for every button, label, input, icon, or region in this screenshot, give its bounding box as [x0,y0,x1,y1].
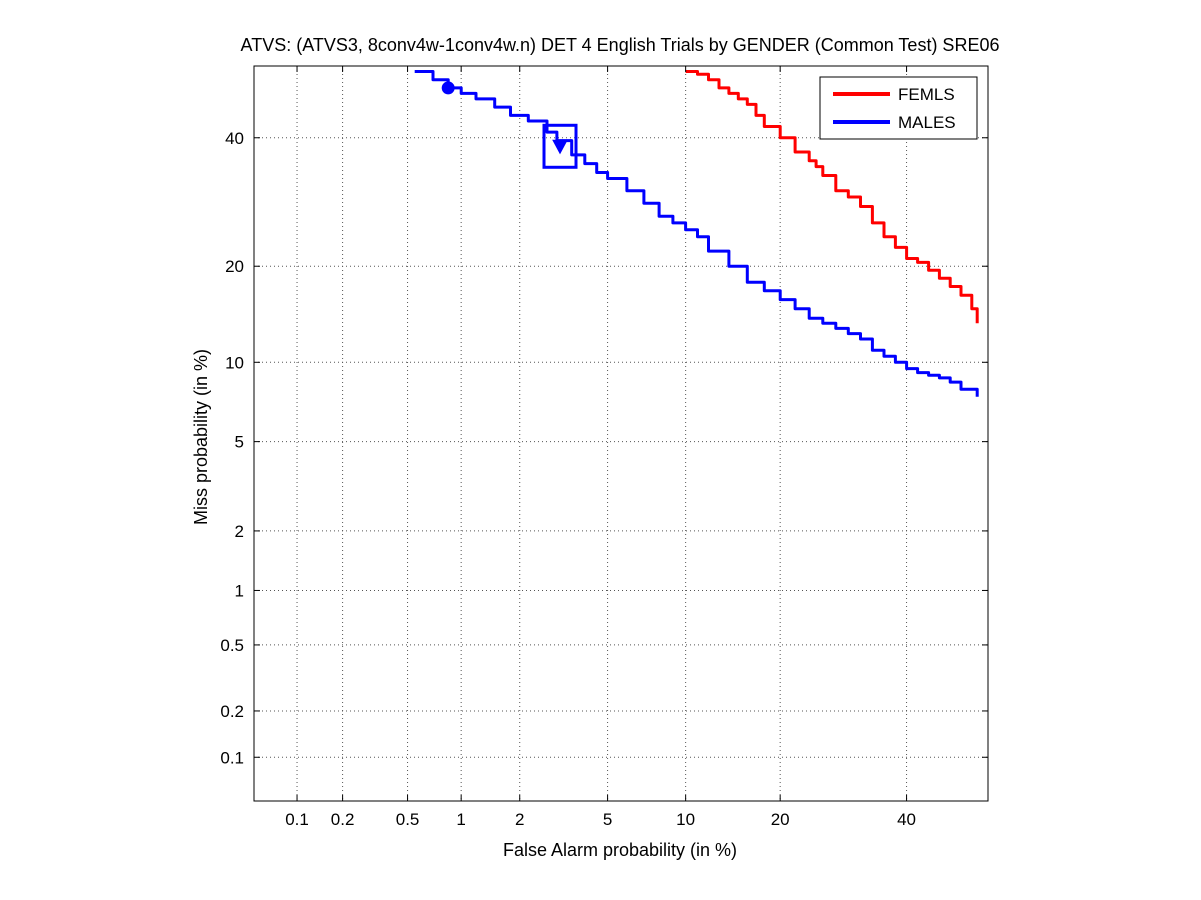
x-tick-label: 0.1 [285,810,309,829]
series-line-femls [685,70,979,324]
marker-circle [441,81,455,95]
y-tick-label: 0.5 [220,636,244,655]
x-tick-label: 1 [456,810,465,829]
marker-triangle [552,139,568,155]
chart-title: ATVS: (ATVS3, 8conv4w-1conv4w.n) DET 4 E… [241,35,1000,55]
y-tick-label: 10 [225,353,244,372]
x-tick-label: 20 [771,810,790,829]
grid [254,66,988,801]
x-tick-label: 40 [897,810,916,829]
plot-frame [253,65,989,802]
legend-label-femls: FEMLS [898,85,955,104]
legend-label-males: MALES [898,113,956,132]
y-tick-label: 2 [235,522,244,541]
y-tick-label: 20 [225,257,244,276]
x-axis-ticks: 0.1 0.2 0.5 1 2 5 10 20 40 [285,66,916,829]
y-tick-label: 0.1 [220,748,244,767]
series-layer [414,70,979,397]
x-tick-label: 10 [676,810,695,829]
legend: FEMLS MALES [819,76,978,140]
legend-box [819,76,978,140]
x-tick-label: 5 [603,810,612,829]
y-axis-label: Miss probability (in %) [191,349,211,525]
plot-area [253,65,989,802]
y-tick-label: 0.2 [220,702,244,721]
y-tick-label: 5 [235,433,244,452]
y-axis-ticks: 0.1 0.2 0.5 1 2 5 10 20 40 [220,129,988,767]
series-line-males [414,70,979,397]
x-axis-label: False Alarm probability (in %) [503,840,737,860]
x-tick-label: 0.2 [331,810,355,829]
marker-square [542,123,578,169]
x-tick-label: 0.5 [396,810,420,829]
y-tick-label: 1 [235,581,244,600]
x-tick-label: 2 [515,810,524,829]
y-tick-label: 40 [225,129,244,148]
marker-layer [441,81,578,169]
